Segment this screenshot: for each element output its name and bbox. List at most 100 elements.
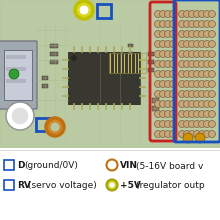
Circle shape [194,110,200,117]
Circle shape [209,61,216,68]
Bar [6,67,26,71]
Circle shape [198,101,205,108]
Circle shape [169,110,176,117]
Circle shape [160,31,167,37]
Text: (servo voltage): (servo voltage) [28,182,97,191]
Bar [6,79,26,83]
Circle shape [154,40,161,48]
Circle shape [178,101,185,108]
Circle shape [189,121,196,128]
Bar [50,52,58,56]
Circle shape [204,31,211,37]
Text: VIN: VIN [120,161,138,170]
Bar [42,76,48,80]
Circle shape [209,130,216,138]
Circle shape [169,70,176,77]
Circle shape [198,51,205,57]
Circle shape [183,121,191,128]
Circle shape [189,81,196,88]
Circle shape [209,40,216,48]
Circle shape [154,61,161,68]
Circle shape [204,11,211,18]
Text: (5-16V board v: (5-16V board v [136,161,203,170]
Circle shape [178,81,185,88]
Circle shape [183,20,191,28]
Circle shape [189,40,196,48]
Circle shape [169,61,176,68]
Text: (ground/0V): (ground/0V) [24,161,78,170]
Circle shape [71,55,77,61]
Circle shape [204,20,211,28]
FancyBboxPatch shape [0,41,37,109]
Circle shape [9,69,19,79]
Circle shape [169,31,176,37]
Circle shape [189,61,196,68]
Circle shape [165,51,172,57]
Circle shape [154,101,161,108]
Circle shape [154,130,161,138]
Bar [128,52,133,55]
Bar [109,53,146,73]
Circle shape [178,20,185,28]
Bar [36,118,49,131]
Bar [0,148,220,220]
Circle shape [209,101,216,108]
Circle shape [106,160,117,170]
Circle shape [194,121,200,128]
Circle shape [183,11,191,18]
Circle shape [165,20,172,28]
Circle shape [189,110,196,117]
Circle shape [204,70,211,77]
Circle shape [169,81,176,88]
Circle shape [160,61,167,68]
Circle shape [169,40,176,48]
Circle shape [160,81,167,88]
Circle shape [198,61,205,68]
Circle shape [183,130,191,138]
Circle shape [154,11,161,18]
Circle shape [209,51,216,57]
Circle shape [209,121,216,128]
Circle shape [154,110,161,117]
Circle shape [204,121,211,128]
Circle shape [195,133,205,143]
Circle shape [154,90,161,97]
Circle shape [204,61,211,68]
Circle shape [194,20,200,28]
Circle shape [169,101,176,108]
Circle shape [178,61,185,68]
Bar [148,60,154,64]
Circle shape [198,110,205,117]
Circle shape [75,1,93,19]
Circle shape [165,31,172,37]
Circle shape [178,40,185,48]
Circle shape [204,90,211,97]
Circle shape [209,81,216,88]
Bar [68,52,140,104]
Circle shape [46,118,64,136]
Circle shape [160,110,167,117]
Circle shape [183,133,193,143]
Circle shape [194,101,200,108]
Circle shape [178,51,185,57]
Circle shape [165,110,172,117]
Circle shape [183,70,191,77]
Circle shape [106,180,117,191]
Circle shape [183,110,191,117]
Bar [50,44,58,48]
Bar [42,84,48,88]
Circle shape [189,11,196,18]
Bar [148,68,154,72]
Circle shape [204,40,211,48]
Circle shape [160,11,167,18]
Circle shape [165,81,172,88]
Circle shape [160,70,167,77]
Bar [6,55,26,59]
Bar [50,60,58,64]
Circle shape [183,81,191,88]
Circle shape [194,40,200,48]
Circle shape [6,102,34,130]
Circle shape [209,110,216,117]
Circle shape [194,81,200,88]
Circle shape [198,40,205,48]
